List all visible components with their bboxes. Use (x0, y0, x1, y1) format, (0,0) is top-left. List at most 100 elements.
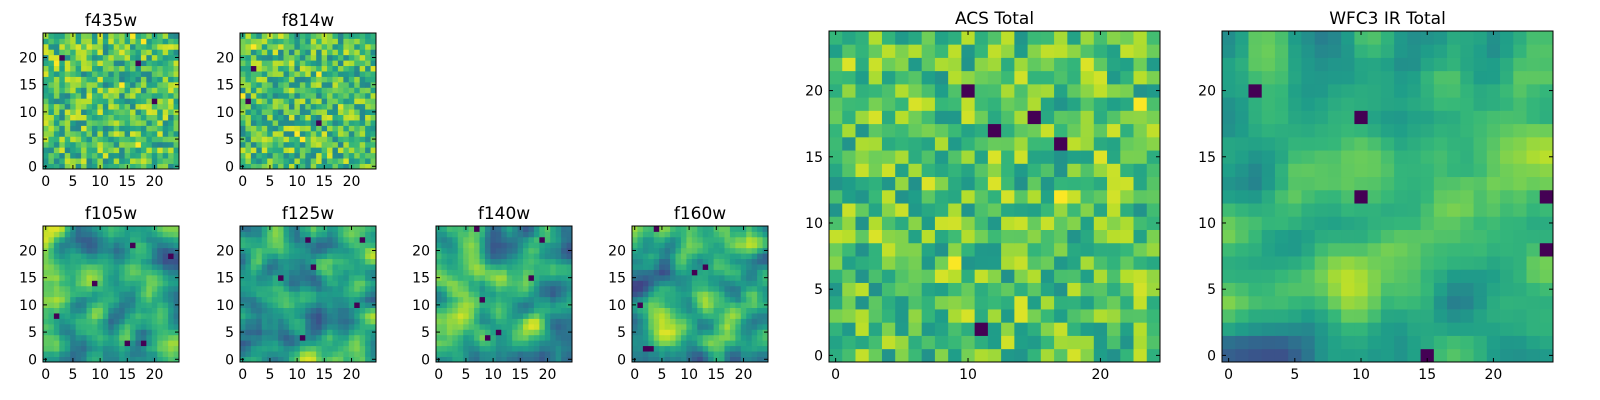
heatmap-cell (370, 280, 377, 287)
heatmap-cell (245, 318, 252, 325)
heatmap-cell (272, 313, 279, 319)
heatmap-cell (113, 136, 120, 143)
heatmap-cell (294, 274, 301, 281)
heatmap-cell (245, 152, 252, 159)
heatmap-cell (119, 54, 125, 61)
heatmap-cell (446, 296, 453, 303)
heatmap-cell (108, 264, 115, 270)
heatmap-cell (294, 307, 301, 314)
heatmap-cell (729, 323, 736, 330)
heatmap-cell (691, 302, 698, 308)
heatmap-cell (162, 253, 169, 260)
heatmap-cell (305, 71, 312, 77)
heatmap-cell (1093, 322, 1108, 336)
heatmap-cell (124, 60, 131, 67)
heatmap-cell (528, 313, 535, 319)
heatmap-cell (135, 120, 142, 126)
heatmap-cell (452, 356, 459, 363)
heatmap-cell (261, 226, 268, 232)
axes-frame (42, 225, 180, 363)
heatmap-cell (113, 152, 120, 159)
heatmap-cell (746, 242, 753, 249)
heatmap-cell (501, 329, 508, 336)
heatmap-cell (664, 329, 671, 336)
heatmap-cell (729, 274, 736, 281)
heatmap-cells (1222, 31, 1554, 363)
heatmap-cell (108, 120, 115, 126)
heatmap-cell (348, 340, 355, 347)
heatmap-cell (757, 258, 763, 265)
heatmap-cell (457, 323, 464, 330)
heatmap-cell (708, 318, 714, 325)
heatmap-cell (97, 92, 104, 99)
heatmap-cell (1513, 348, 1527, 363)
heatmap-cell (1341, 176, 1355, 191)
heatmap-cell (1080, 123, 1095, 138)
heatmap-cell (310, 76, 317, 83)
heatmap-cell (162, 264, 169, 270)
heatmap-cell (272, 264, 279, 270)
heatmap-cell (240, 280, 246, 287)
heatmap-cell (724, 318, 731, 325)
heatmap-cell (299, 258, 306, 265)
heatmap-cell (550, 269, 557, 276)
heatmap-cell (359, 81, 366, 88)
heatmap-cell (108, 130, 115, 137)
heatmap-cell (1433, 229, 1448, 244)
heatmap-cell (43, 313, 49, 319)
heatmap-cell (948, 44, 962, 58)
heatmap-cell (321, 269, 328, 276)
heatmap-cell (316, 334, 322, 341)
heatmap-cell (245, 136, 252, 143)
heatmap-cell (490, 236, 497, 243)
heatmap-cell (495, 291, 502, 298)
heatmap-cell (75, 296, 82, 303)
heatmap-cell (151, 296, 158, 303)
heatmap-cell (86, 340, 93, 347)
heatmap-cell (135, 109, 142, 115)
heatmap-cell (881, 216, 896, 230)
heatmap-cell (1001, 229, 1015, 244)
heatmap-cell (75, 264, 82, 270)
heatmap-cell (457, 340, 464, 347)
heatmap-cell (1067, 110, 1081, 125)
heatmap-cell (751, 280, 758, 287)
heatmap-cell (506, 329, 513, 336)
heatmap-cell (479, 226, 486, 232)
heatmap-cell (283, 274, 290, 281)
heatmap-cell (140, 136, 147, 143)
heatmap-cell (337, 163, 344, 170)
heatmap-cell (119, 285, 125, 292)
heatmap-cell (75, 49, 82, 56)
heatmap-cell (1539, 256, 1554, 270)
heatmap-cell (842, 83, 856, 98)
heatmap-cell (157, 114, 164, 121)
heatmap-cell (675, 351, 682, 357)
heatmap-cell (321, 264, 328, 270)
heatmap-cell (751, 226, 758, 232)
heatmap-cell (1054, 282, 1068, 297)
heatmap-cell (283, 130, 290, 137)
heatmap-cell (1001, 123, 1015, 138)
heatmap-cell (288, 236, 295, 243)
heatmap-cell (108, 76, 115, 83)
heatmap-cell (484, 296, 491, 303)
heatmap-cell (288, 103, 295, 110)
heatmap-cell (446, 231, 453, 238)
heatmap-cell (365, 307, 371, 314)
heatmap-cell (53, 356, 60, 363)
heatmap-cell (332, 291, 339, 298)
heatmap-cell (479, 280, 486, 287)
heatmap-cell (337, 264, 344, 270)
heatmap-cell (48, 103, 55, 110)
heatmap-cell (91, 291, 98, 298)
heatmap-cell (283, 136, 290, 143)
heatmap-cell (550, 236, 557, 243)
heatmap-cell (512, 329, 518, 336)
heatmap-cell (664, 236, 671, 243)
heatmap-cell (751, 269, 758, 276)
heatmap-cell (337, 92, 344, 99)
heatmap-cell (512, 280, 518, 287)
heatmap-cell (48, 109, 55, 115)
heatmap-cell (1433, 295, 1448, 310)
